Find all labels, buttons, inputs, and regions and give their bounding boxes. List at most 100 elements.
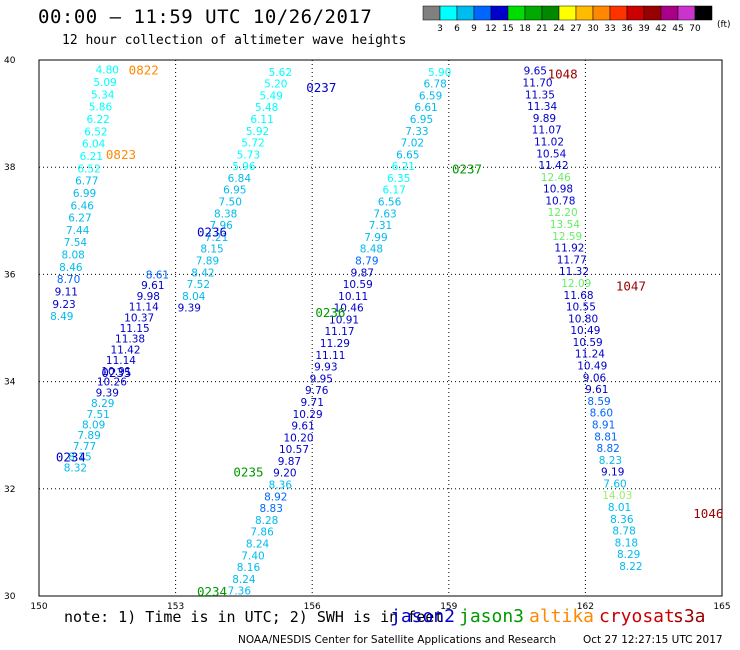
swh-label: 8.82 (596, 443, 619, 455)
swh-label: 6.04 (82, 139, 106, 151)
swh-label: 8.23 (599, 455, 622, 467)
y-tick-label: 34 (4, 378, 16, 388)
swh-label: 6.21 (80, 151, 103, 163)
swh-label: 8.01 (608, 502, 631, 514)
swh-label: 10.98 (543, 184, 573, 196)
y-tick-label: 32 (4, 485, 15, 495)
scale-tick-label: 36 (621, 24, 633, 34)
swh-label: 9.87 (278, 456, 301, 468)
swh-label: 12.46 (541, 172, 571, 184)
swh-label: 7.51 (86, 409, 109, 421)
swh-label: 7.40 (241, 550, 264, 562)
swh-label: 5.20 (264, 79, 287, 91)
swh-label: 8.09 (82, 419, 105, 431)
swh-label: 9.87 (351, 267, 374, 279)
swh-label: 10.91 (101, 366, 131, 378)
swh-label: 14.03 (602, 490, 632, 502)
scale-tick-label: 27 (570, 24, 581, 34)
swh-label: 7.31 (369, 220, 392, 232)
x-tick-label: 156 (304, 602, 321, 612)
swh-label: 11.34 (527, 101, 557, 113)
swh-label: 5.90 (428, 67, 451, 79)
swh-label: 10.29 (293, 409, 323, 421)
swh-label: 8.15 (68, 452, 91, 464)
legend-jason3: jason3 (459, 606, 525, 627)
swh-label: 11.92 (554, 243, 584, 255)
swh-label: 11.14 (106, 355, 136, 367)
swh-label: 5.09 (93, 77, 116, 89)
swh-label: 11.35 (525, 89, 555, 101)
swh-label: 6.99 (73, 188, 96, 200)
scale-swatch (643, 5, 662, 21)
swh-label: 10.37 (124, 312, 154, 324)
scale-swatch (422, 5, 441, 21)
swh-label: 12.09 (561, 278, 591, 290)
scale-tick-label: 15 (502, 24, 513, 34)
swh-label: 8.24 (246, 538, 270, 550)
x-tick-label: 162 (577, 602, 594, 612)
swh-label: 13.54 (550, 219, 580, 231)
y-tick-label: 40 (4, 56, 16, 66)
pass-time-label: 1048 (548, 66, 578, 81)
swh-label: 8.15 (200, 244, 223, 256)
scale-swatch (524, 5, 543, 21)
scale-tick-label: 3 (437, 24, 443, 34)
y-tick-label: 38 (4, 163, 16, 173)
swh-label: 6.46 (71, 200, 95, 212)
swh-label: 5.48 (255, 102, 278, 114)
swh-label: 5.62 (269, 67, 292, 79)
swh-label: 8.32 (64, 462, 87, 474)
swh-label: 7.89 (77, 430, 100, 442)
scale-swatch (507, 5, 526, 21)
swh-label: 6.27 (68, 213, 91, 225)
swh-label: 8.70 (57, 274, 80, 286)
scale-tick-label: 30 (587, 24, 599, 34)
scale-swatch (456, 5, 475, 21)
pass-time-label: 0235 (233, 465, 263, 480)
x-tick-label: 159 (440, 602, 457, 612)
swh-label: 7.89 (196, 255, 219, 267)
swh-label: 7.99 (364, 232, 387, 244)
swh-label: 5.34 (91, 89, 115, 101)
swh-label: 10.26 (97, 377, 127, 389)
swh-label: 8.79 (355, 255, 378, 267)
scale-tick-label: 24 (553, 24, 565, 34)
swh-label: 8.22 (619, 561, 642, 573)
swh-label: 6.78 (423, 79, 446, 91)
scale-swatch (439, 5, 458, 21)
swh-label: 9.89 (533, 113, 556, 125)
swh-label: 9.65 (524, 66, 547, 78)
pass-time-label: 1046 (693, 506, 723, 521)
swh-label: 9.93 (314, 362, 337, 374)
swh-label: 11.70 (523, 78, 553, 90)
swh-label: 6.35 (387, 173, 410, 185)
scale-tick-label: 18 (519, 24, 531, 34)
scale-swatch (575, 5, 594, 21)
chart-title: 00:00 – 11:59 UTC 10/26/2017 (38, 6, 373, 28)
x-tick-label: 150 (30, 602, 47, 612)
swh-label: 6.59 (419, 90, 442, 102)
swh-label: 12.20 (548, 207, 578, 219)
swh-label: 11.02 (534, 136, 564, 148)
swh-label: 8.16 (237, 562, 261, 574)
swh-label: 12.59 (552, 231, 582, 243)
scale-tick-label: 45 (672, 24, 683, 34)
color-scale-units: (ft) (717, 20, 731, 30)
swh-label: 9.39 (178, 303, 201, 315)
swh-label: 6.52 (84, 126, 107, 138)
swh-label: 10.59 (343, 279, 373, 291)
swh-label: 6.61 (414, 102, 437, 114)
swh-label: 10.59 (573, 337, 603, 349)
pass-time-label: 0236 (197, 225, 227, 240)
swh-label: 6.17 (382, 185, 405, 197)
swh-label: 10.11 (338, 291, 368, 303)
swh-label: 11.42 (538, 160, 568, 172)
swh-label: 8.46 (59, 262, 83, 274)
swh-label: 8.38 (214, 208, 237, 220)
swh-label: 7.02 (401, 138, 424, 150)
legend-altika: altika (529, 606, 595, 627)
time-labels: 0822 0823 0235 0234 0237 0236 0237 0236 0235 0234… (56, 63, 724, 600)
swh-label: 7.52 (187, 279, 210, 291)
swh-label: 10.55 (566, 302, 596, 314)
swh-label: 10.78 (545, 195, 575, 207)
